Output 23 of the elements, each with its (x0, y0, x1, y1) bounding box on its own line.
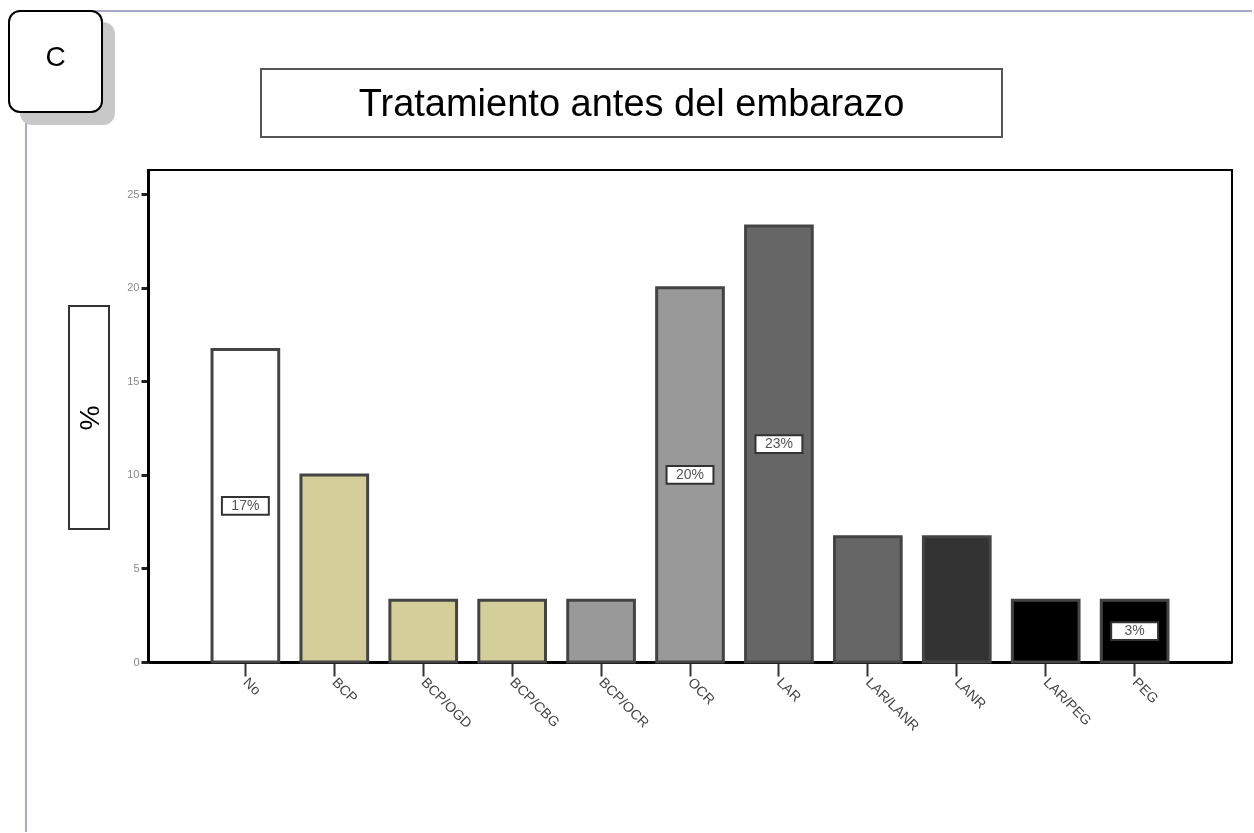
y-tick-label: 0 (133, 655, 140, 668)
y-tick-label: 15 (127, 374, 140, 387)
y-tick-label: 5 (133, 561, 140, 574)
bar (299, 473, 370, 664)
y-axis-title: % (73, 405, 105, 430)
y-tick-label: 25 (127, 187, 140, 200)
bar (477, 598, 547, 664)
x-tick-label: BCP (329, 674, 362, 706)
bar (833, 535, 903, 664)
y-tick-label: 20 (127, 281, 140, 294)
bar (388, 598, 459, 664)
data-label: 17% (231, 496, 260, 513)
bar (655, 286, 725, 664)
bar (566, 598, 636, 664)
y-tick-label: 10 (127, 468, 140, 481)
text: C (8, 10, 103, 113)
bar (210, 348, 281, 664)
x-tick-label: No (240, 674, 265, 699)
data-label: 23% (764, 435, 793, 452)
data-label: 20% (675, 465, 705, 482)
chart-title: Tratamiento antes del embarazo (260, 68, 1003, 138)
bar (744, 224, 814, 664)
data-label: 3% (1124, 622, 1145, 639)
